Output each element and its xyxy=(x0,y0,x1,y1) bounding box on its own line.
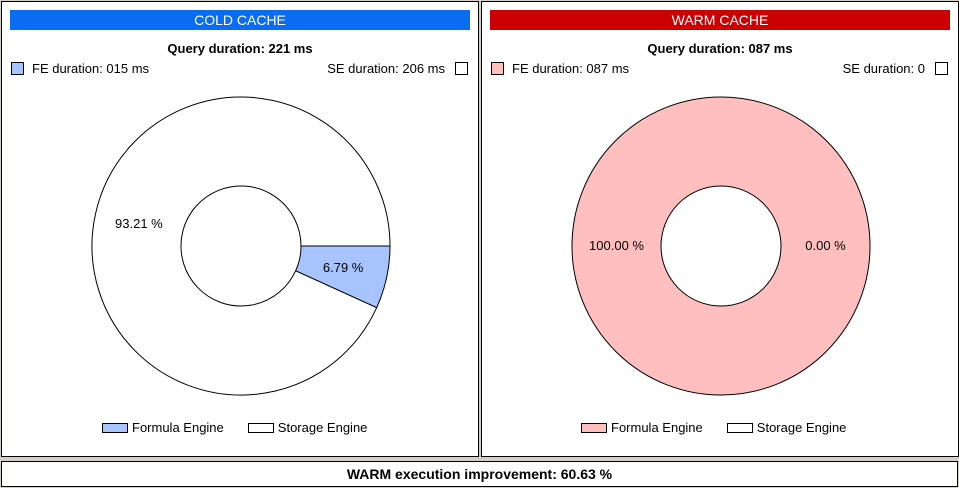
cold-se-duration-label: SE duration: 206 ms xyxy=(327,61,445,76)
warm-se-duration-label: SE duration: 0 xyxy=(842,61,925,76)
cold-se-duration-row: SE duration: 206 ms xyxy=(327,61,468,76)
cold-query-duration: Query duration: 221 ms xyxy=(167,41,313,56)
cold-slice-label-storage-engine: 93.21 % xyxy=(115,216,163,231)
warm-se-color-swatch xyxy=(935,62,948,75)
cold-fe-duration-label: FE duration: 015 ms xyxy=(32,61,150,76)
cold-legend-swatch-se xyxy=(247,422,274,433)
cold-legend-item-storage-engine: Storage Engine xyxy=(247,420,368,435)
warm-legend-swatch-se xyxy=(726,422,753,433)
warm-fe-duration-label: FE duration: 087 ms xyxy=(512,61,630,76)
warm-legend-label-fe: Formula Engine xyxy=(611,420,703,435)
warm-query-duration: Query duration: 087 ms xyxy=(647,41,793,56)
warm-legend: Formula Engine Storage Engine xyxy=(581,420,846,435)
warm-donut-chart: 100.00 % 0.00 % xyxy=(571,96,871,396)
warm-legend-label-se: Storage Engine xyxy=(756,420,847,435)
warm-slice-label-storage-engine: 0.00 % xyxy=(805,238,846,253)
cold-legend-label-fe: Formula Engine xyxy=(132,420,224,435)
cold-se-color-swatch xyxy=(455,62,468,75)
cold-slice-label-formula-engine: 6.79 % xyxy=(323,260,364,275)
cold-cache-header: COLD CACHE xyxy=(10,10,470,30)
cold-legend-item-formula-engine: Formula Engine xyxy=(102,420,224,435)
warm-cache-panel: WARM CACHE Query duration: 087 ms FE dur… xyxy=(481,1,959,457)
warm-legend-item-storage-engine: Storage Engine xyxy=(726,420,847,435)
cold-legend: Formula Engine Storage Engine xyxy=(102,420,367,435)
warm-fe-color-swatch xyxy=(491,62,504,75)
cold-fe-duration-row: FE duration: 015 ms xyxy=(11,61,149,76)
cold-legend-swatch-fe xyxy=(102,422,128,433)
warm-slice-label-formula-engine: 100.00 % xyxy=(589,238,644,253)
warm-improvement-summary: WARM execution improvement: 60.63 % xyxy=(1,461,958,487)
cold-cache-panel: COLD CACHE Query duration: 221 ms FE dur… xyxy=(1,1,479,457)
warm-slice-formula-engine xyxy=(571,96,871,396)
warm-se-duration-row: SE duration: 0 xyxy=(843,61,948,76)
cold-fe-color-swatch xyxy=(11,62,24,75)
warm-legend-swatch-fe xyxy=(581,422,607,433)
cold-slice-storage-engine xyxy=(91,96,391,396)
cold-legend-label-se: Storage Engine xyxy=(277,420,368,435)
warm-fe-duration-row: FE duration: 087 ms xyxy=(491,61,629,76)
warm-cache-header: WARM CACHE xyxy=(490,10,950,30)
cold-donut-chart: 6.79 % 93.21 % xyxy=(91,96,391,396)
warm-legend-item-formula-engine: Formula Engine xyxy=(581,420,703,435)
